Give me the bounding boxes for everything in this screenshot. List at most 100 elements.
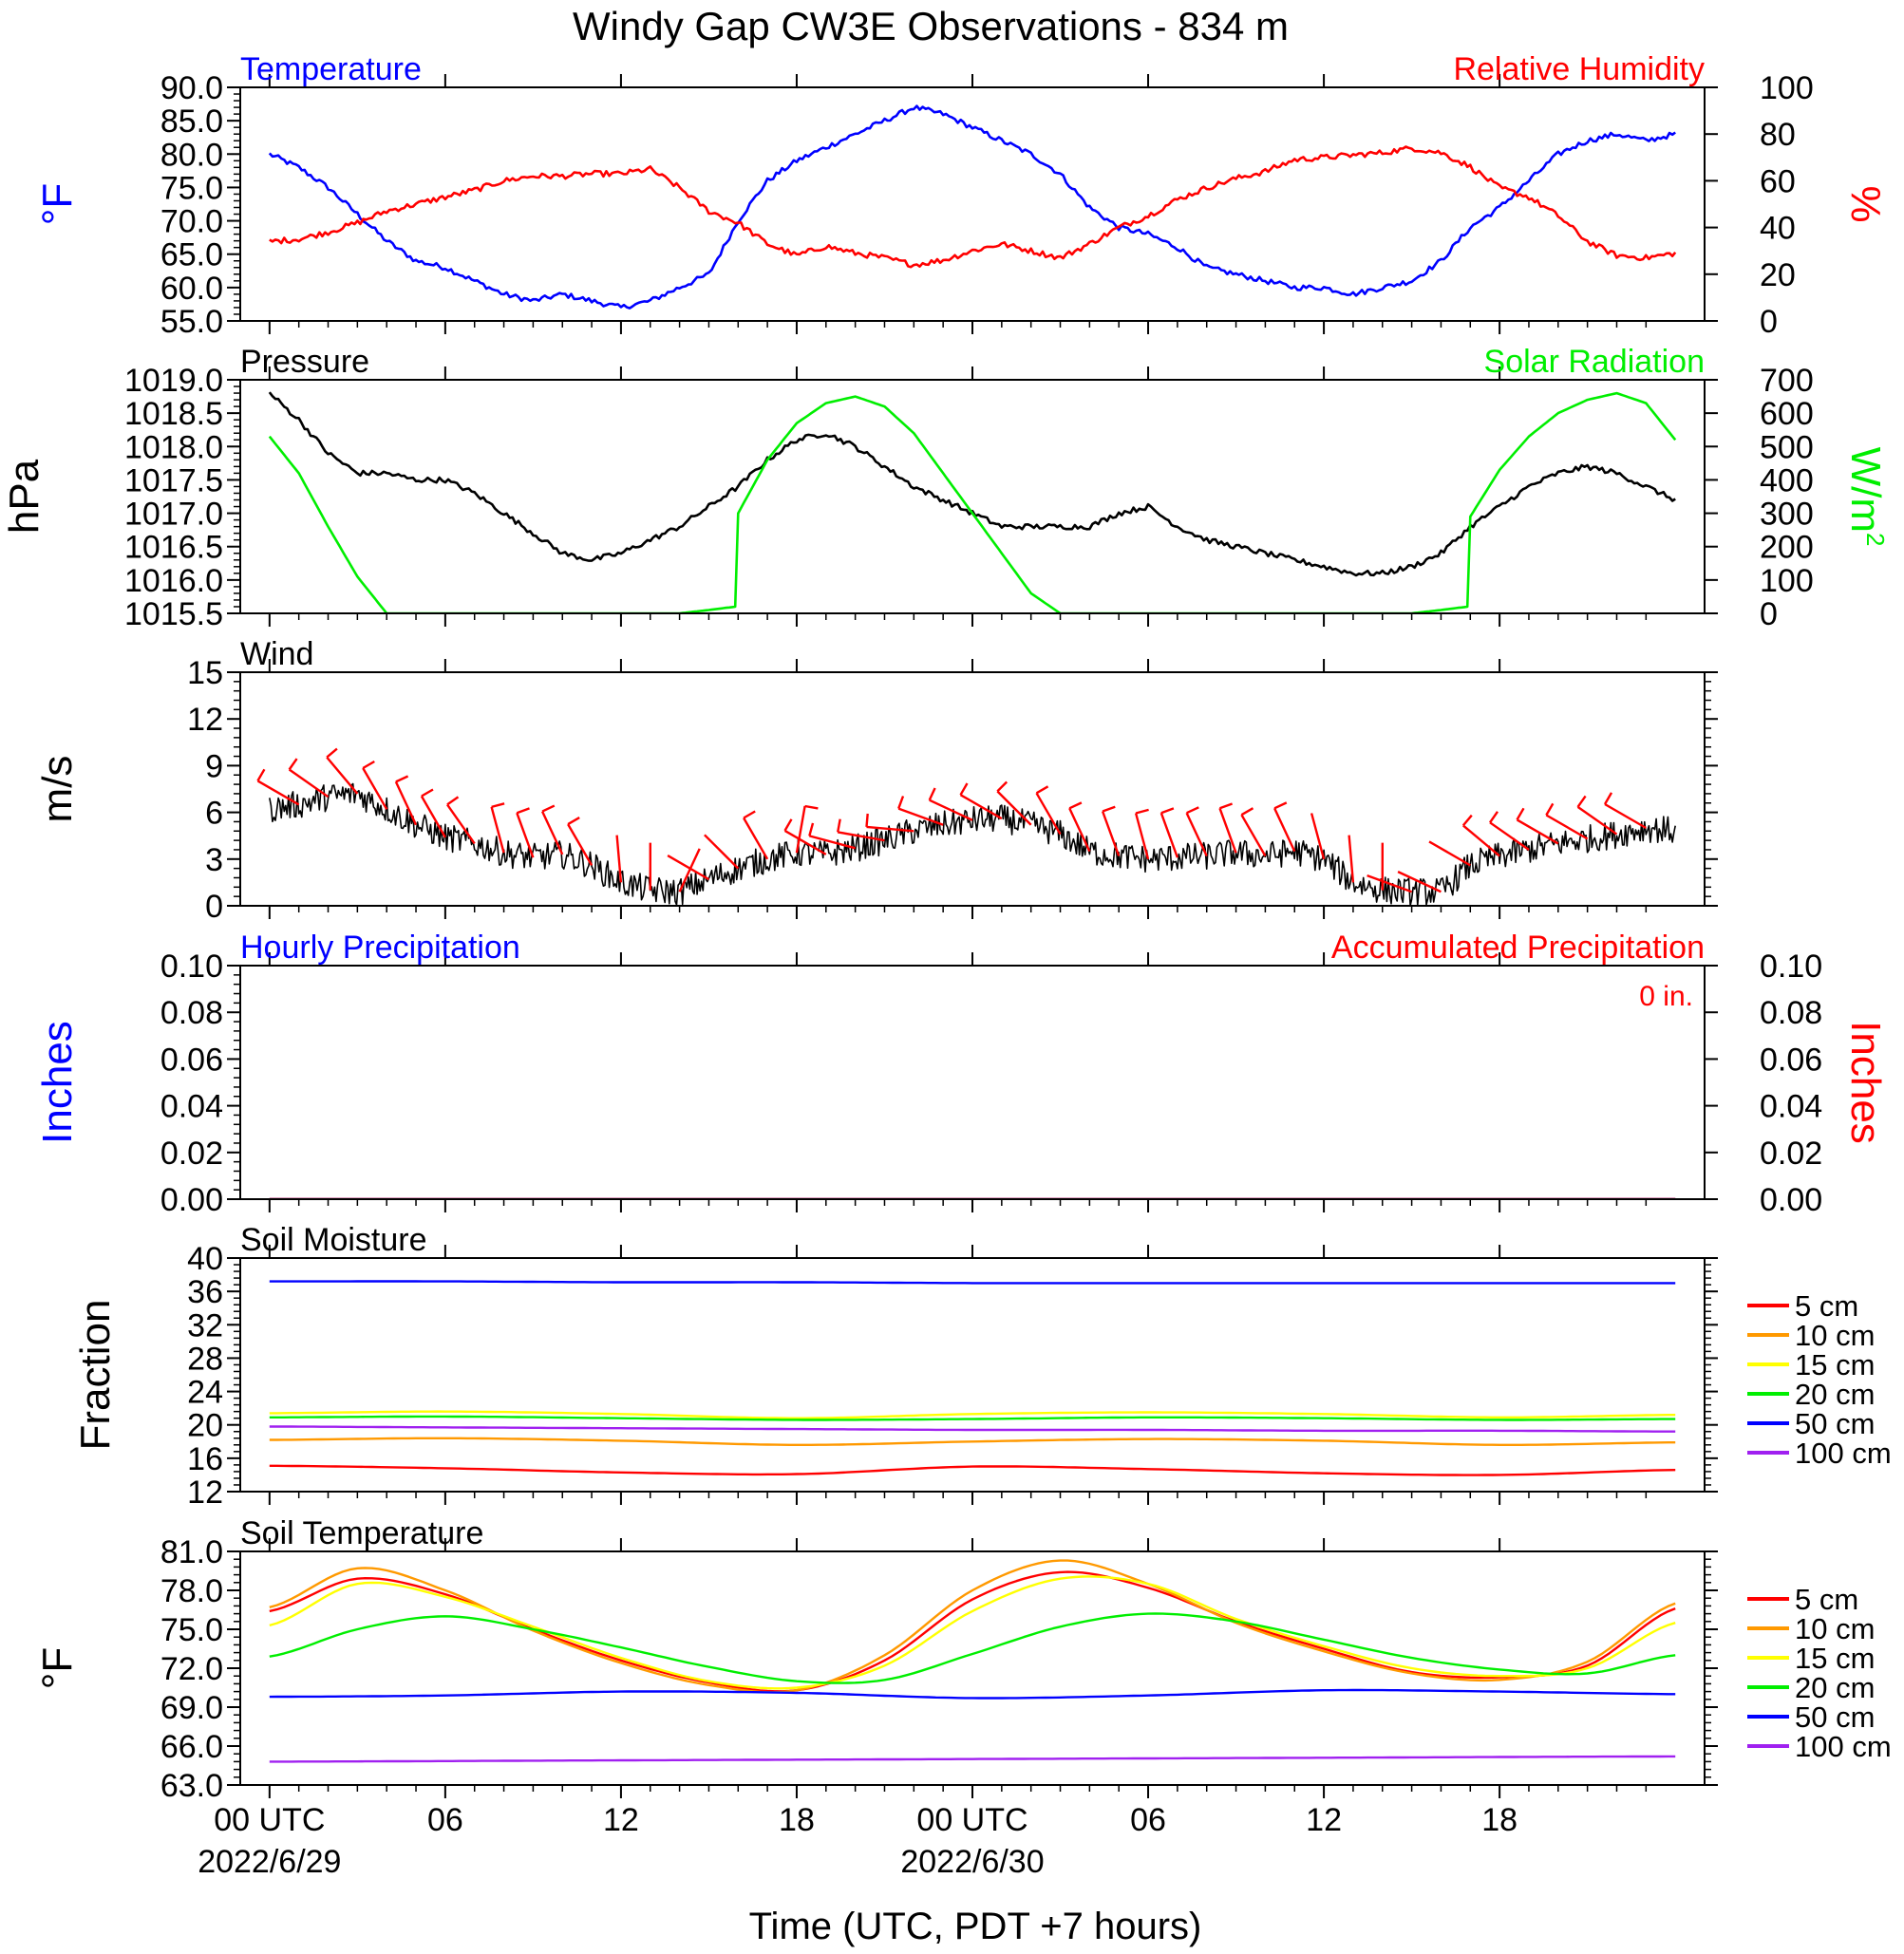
panel-left-title: Pressure: [240, 344, 369, 380]
wind-barb: [1035, 792, 1062, 836]
figure-title: Windy Gap CW3E Observations - 834 m: [573, 4, 1289, 48]
y-tick-label-right: 0.08: [1760, 995, 1822, 1031]
left-axis-unit-label: Fraction: [72, 1300, 119, 1451]
panel-frame: [239, 1257, 1706, 1493]
y-tick-label-left: 9: [205, 748, 223, 784]
wind-barb-flag: [1461, 814, 1473, 827]
y-tick-label-right: 0: [1760, 304, 1778, 340]
y-tick-label-left: 3: [205, 842, 223, 878]
wind-barb-flag: [865, 813, 869, 828]
x-tick-date-label: 2022/6/29: [198, 1844, 341, 1880]
wind-barb: [541, 811, 564, 855]
wind-barb-flag: [1489, 811, 1499, 823]
wind-barb: [704, 834, 740, 870]
y-tick-label-right: 500: [1760, 429, 1814, 465]
wind-barb: [420, 795, 446, 838]
y-tick-label-left: 12: [187, 1475, 223, 1511]
wind-barb-flag: [743, 810, 756, 819]
wind-barb-flag: [1035, 785, 1049, 795]
panel-series-group: [268, 104, 1677, 310]
y-tick-label-left: 32: [187, 1307, 223, 1343]
y-tick-label-right: 400: [1760, 462, 1814, 498]
wind-barbs: [256, 747, 1647, 893]
y-tick-label-right: 0.04: [1760, 1089, 1822, 1125]
right-axis-unit-label: %: [1842, 185, 1889, 222]
wind-barb: [1310, 813, 1326, 860]
wind-barb: [362, 767, 388, 810]
wind-barb: [1134, 813, 1150, 860]
y-tick-label-right: 600: [1760, 396, 1814, 432]
wind-barb: [256, 780, 300, 806]
x-tick-label: 00 UTC: [916, 1802, 1027, 1838]
y-tick-label-left: 80.0: [160, 137, 223, 173]
wind-barb-flag: [1576, 795, 1587, 808]
wind-barb: [516, 812, 535, 858]
wind-barb: [1545, 814, 1589, 840]
legend-label: 5 cm: [1795, 1289, 1858, 1323]
right-axis-unit-label: W/m2: [1842, 447, 1890, 547]
y-tick-label-left: 1016.0: [124, 563, 223, 599]
x-tick-label: 18: [779, 1802, 815, 1838]
wind-barb-flag: [326, 747, 338, 759]
x-tick-label: 12: [1306, 1802, 1342, 1838]
wind-barb-flag: [897, 796, 905, 810]
wind-barb: [394, 780, 418, 826]
wind-barb: [1428, 840, 1471, 867]
panel-4: 0.10 0.08 0.06 0.04 0.02 0.00 0.10 0.08 0.06 0.04…: [34, 930, 1889, 1218]
wind-barb: [1348, 835, 1355, 883]
y-tick-label-left: 16: [187, 1441, 223, 1477]
wind-barb: [1604, 802, 1647, 830]
y-tick-label-left: 0.06: [160, 1042, 223, 1078]
wind-barb-flag: [837, 818, 841, 833]
y-tick-label-left: 85.0: [160, 103, 223, 140]
wind-barb-flag: [567, 817, 580, 826]
wind-barb-flag: [959, 782, 969, 796]
wind-barb-flag: [256, 768, 266, 782]
y-tick-label-left: 20: [187, 1408, 223, 1444]
panel-right-title: Solar Radiation: [1484, 344, 1705, 380]
panel-series-group: [269, 1280, 1676, 1476]
wind-barb: [1068, 807, 1091, 853]
legend-label: 15 cm: [1795, 1642, 1875, 1675]
wind-barb: [837, 831, 885, 842]
y-tick-label-left: 28: [187, 1341, 223, 1377]
y-tick-label-left: 1018.5: [124, 396, 223, 432]
legend-label: 50 cm: [1795, 1407, 1875, 1440]
wind-barb-flag: [1219, 802, 1234, 810]
panel-right-title: Relative Humidity: [1453, 51, 1705, 87]
y-tick-label-left: 0: [205, 889, 223, 925]
panel-frame: [239, 671, 1706, 907]
wind-barb: [1367, 874, 1413, 893]
wind-barb: [678, 848, 701, 892]
series-line-20-cm: [269, 1612, 1676, 1684]
wind-barb: [1159, 812, 1179, 858]
series-line-50-cm: [269, 1688, 1676, 1700]
left-axis-unit-label: Inches: [34, 1021, 81, 1144]
legend-label: 15 cm: [1795, 1348, 1875, 1381]
legend-label: 20 cm: [1795, 1671, 1875, 1704]
series-line-temperature: [268, 104, 1676, 310]
wind-barb: [1489, 821, 1530, 851]
legend-label: 100 cm: [1795, 1437, 1892, 1470]
panel-3: 15 12 9 6 3 0 Wind m/s: [34, 636, 1718, 925]
y-tick-label-right: 100: [1760, 563, 1814, 599]
wind-barb: [288, 768, 330, 799]
y-tick-label-left: 1016.5: [124, 530, 223, 566]
legend-label: 20 cm: [1795, 1378, 1875, 1411]
legend-label: 10 cm: [1795, 1319, 1875, 1352]
panel-right-title: Accumulated Precipitation: [1331, 930, 1705, 966]
y-tick-label-right: 200: [1760, 530, 1814, 566]
wind-barb: [929, 799, 973, 821]
y-tick-label-left: 40: [187, 1241, 223, 1277]
wind-barb-flag: [1102, 805, 1116, 813]
series-line-pressure: [268, 391, 1676, 577]
y-tick-label-right: 0.06: [1760, 1042, 1822, 1078]
wind-barb-flag: [1160, 807, 1175, 815]
panel-series-group: [268, 391, 1677, 613]
panel-frame: [239, 379, 1706, 614]
y-tick-label-left: 75.0: [160, 1612, 223, 1648]
panel-left-title: Wind: [240, 636, 313, 672]
wind-barb: [1273, 807, 1296, 853]
